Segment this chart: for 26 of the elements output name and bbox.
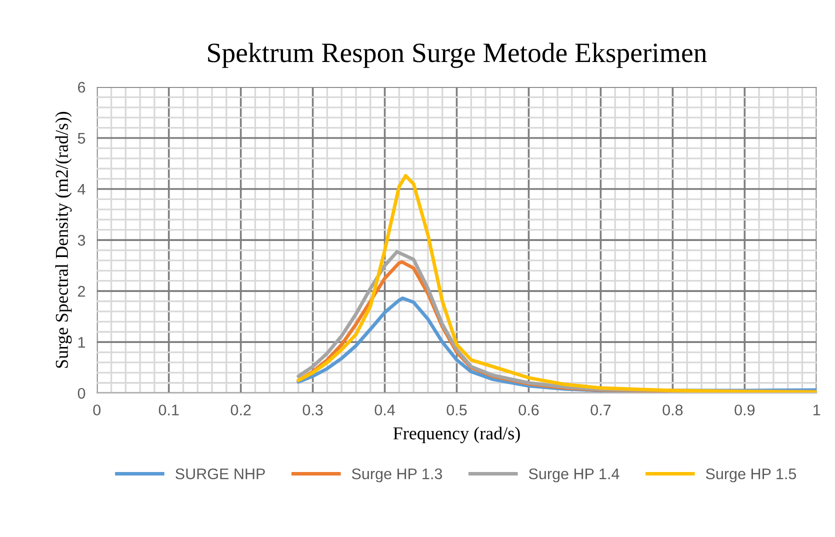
x-axis-title: Frequency (rad/s) (393, 426, 520, 444)
y-tick-label: 6 (78, 82, 86, 93)
line-series (296, 174, 817, 394)
chart-title: Spektrum Respon Surge Metode Eksperimen (208, 42, 707, 68)
legend-label: Surge HP 1.3 (352, 468, 442, 482)
legend-label: Surge HP 1.5 (706, 468, 796, 482)
x-tick-label: 0.3 (302, 404, 323, 416)
x-tick-label: 0.4 (374, 404, 395, 416)
x-tick-label: 0.6 (518, 404, 539, 416)
x-tick-label: 0.1 (158, 404, 179, 416)
y-tick-label: 0 (78, 388, 86, 399)
y-tick-label: 5 (78, 133, 86, 144)
y-axis-title: Surge Spectral Density (m2/(rad/s)) (55, 112, 72, 368)
y-tick-label: 4 (78, 184, 86, 195)
x-tick-label: 1 (814, 404, 820, 416)
x-tick-label: 0 (93, 404, 101, 416)
legend-label: SURGE NHP (176, 468, 265, 480)
x-tick-label: 0.7 (590, 404, 611, 416)
x-tick-label: 0.5 (446, 404, 467, 416)
legend-label: Surge HP 1.4 (528, 468, 620, 482)
x-tick-label: 0.2 (230, 404, 251, 416)
x-tick-label: 0.9 (734, 404, 755, 416)
x-tick-label: 0.8 (662, 404, 683, 416)
y-tick-label: 2 (78, 286, 85, 297)
y-tick-label: 3 (78, 234, 86, 246)
y-tick-label: 1 (78, 337, 86, 348)
